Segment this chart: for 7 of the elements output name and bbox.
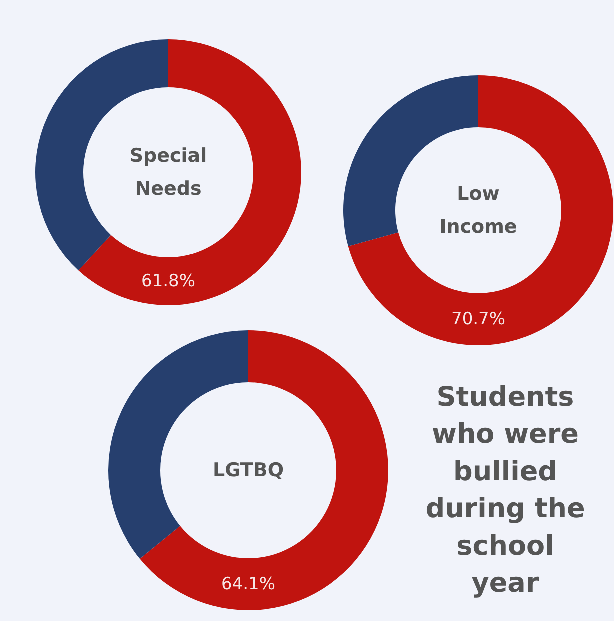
data-label: 64.1% [222,574,276,594]
text: Low Income [440,183,518,238]
text: Students who were bullied during the school year [426,382,586,599]
data-label: 70.7% [452,310,506,330]
text: LGTBQ [213,460,284,482]
data-label: 61.8% [142,272,196,292]
text: Special Needs [130,145,208,200]
